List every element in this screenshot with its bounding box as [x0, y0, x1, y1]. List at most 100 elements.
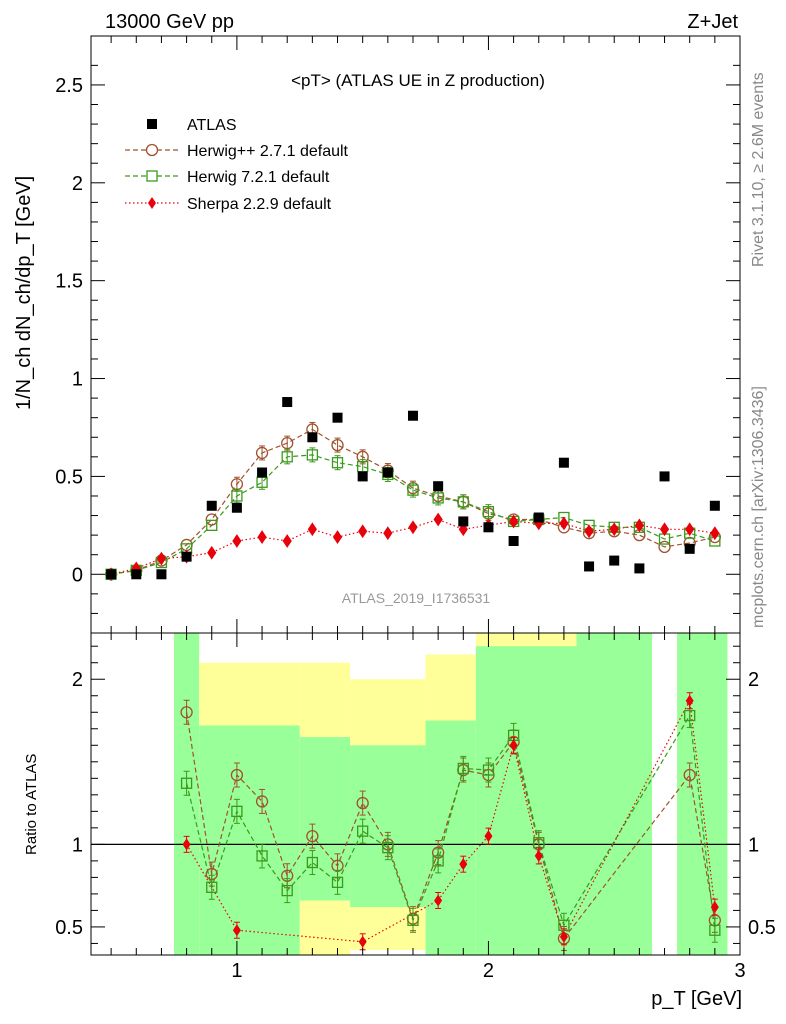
ratio-panel: 0.5 0.5 1 1 2 2 1 2 3 Ratio to ATLAS p_T [GeV]	[23, 632, 776, 1010]
main-y-tick-label: 1	[72, 369, 83, 391]
rivet-version-label: Rivet 3.1.10, ≥ 2.6M events	[750, 72, 767, 267]
herwig7-point	[306, 449, 319, 461]
ratio-herwigpp-point	[306, 829, 319, 843]
main-panel: 0 0.5 1 1.5 2 2.5 <pT> (ATLAS UE in Z product…	[13, 35, 741, 634]
atlas-point	[231, 502, 242, 513]
legend-label: Herwig 7.2.1 default	[187, 169, 330, 186]
herwigpp-point	[255, 446, 269, 460]
ratio-y-axis-label: Ratio to ATLAS	[23, 754, 40, 855]
sherpa-point	[609, 522, 619, 537]
atlas-point	[332, 412, 343, 423]
main-y-tick-label: 0.5	[55, 466, 83, 488]
atlas-point	[483, 522, 494, 533]
ratio-band-inner	[199, 725, 300, 955]
atlas-point	[131, 569, 142, 580]
sherpa-point	[358, 524, 368, 539]
atlas-point	[357, 471, 368, 482]
ratio-herwigpp-point	[180, 706, 193, 719]
ratio-herwig7-point	[432, 855, 444, 867]
ratio-y-tick-label-right: 0.5	[748, 917, 776, 939]
legend: ATLAS Herwig++ 2.7.1 default Herwig 7.2.1 …	[125, 117, 349, 213]
sherpa-point	[659, 522, 670, 537]
ratio-y-tick-label: 2	[72, 669, 83, 691]
ratio-sherpa-point	[182, 838, 191, 851]
energy-label: 13000 GeV pp	[105, 11, 234, 33]
ratio-sherpa-point	[232, 924, 241, 937]
legend-sherpa-marker	[148, 197, 156, 209]
sherpa-point	[710, 526, 720, 541]
ratio-y-tick-label-right: 1	[748, 834, 759, 856]
ratio-sherpa-point	[534, 849, 543, 862]
x-tick-label: 1	[231, 960, 242, 982]
ratio-herwig7-point	[457, 762, 469, 775]
ratio-band-inner	[677, 633, 728, 955]
legend-label: Sherpa 2.2.9 default	[187, 196, 332, 213]
ratio-herwig7-point	[382, 842, 394, 854]
ratio-band-inner	[299, 737, 351, 901]
main-y-tick-label: 1.5	[55, 271, 83, 293]
sherpa-point	[634, 518, 644, 533]
ratio-herwig7-point	[206, 881, 218, 893]
sherpa-point	[584, 524, 594, 539]
ratio-herwigpp-point	[255, 795, 269, 808]
herwig7-point	[407, 484, 419, 496]
atlas-point	[106, 569, 117, 580]
herwig7-point	[206, 519, 218, 531]
herwig7-point	[231, 490, 243, 502]
atlas-point	[558, 457, 569, 468]
ratio-herwig7-point	[281, 884, 293, 897]
ratio-herwigpp-point	[683, 768, 696, 782]
ratio-band-inner	[425, 720, 476, 955]
ratio-sherpa-point	[710, 901, 719, 914]
sherpa-point	[559, 516, 569, 531]
atlas-point	[181, 551, 192, 562]
herwigpp-point	[281, 436, 294, 450]
ratio-herwig7-point	[306, 856, 319, 869]
atlas-point	[307, 432, 318, 443]
ratio-sherpa-point	[484, 830, 493, 843]
ratio-sherpa-point	[358, 935, 367, 948]
sherpa-point	[282, 534, 292, 548]
ratio-sherpa-point	[459, 858, 468, 871]
sherpa-point	[207, 545, 217, 560]
process-label: Z+Jet	[687, 11, 738, 33]
legend-herwigpp-marker	[145, 143, 159, 157]
herwig7-point	[432, 492, 444, 504]
atlas-point	[709, 500, 720, 511]
sherpa-point	[509, 514, 519, 529]
x-tick-label: 3	[734, 960, 745, 982]
analysis-id-label: ATLAS_2019_I1736531	[342, 590, 491, 606]
x-tick-label: 2	[483, 960, 494, 982]
atlas-point	[609, 555, 620, 566]
sherpa-point	[685, 522, 695, 537]
atlas-point	[508, 536, 519, 547]
herwigpp-point	[658, 540, 671, 554]
herwig7-point	[457, 496, 469, 508]
atlas-point	[407, 410, 418, 421]
sherpa-point	[433, 512, 443, 527]
ratio-band-inner	[576, 633, 652, 955]
main-title: <pT> (ATLAS UE in Z production)	[291, 71, 545, 90]
ratio-herwig7-point	[231, 805, 243, 817]
sherpa-point	[257, 530, 267, 544]
main-y-tick-label: 2	[72, 173, 83, 195]
herwig7-point	[482, 505, 495, 518]
ratio-herwig7-point	[482, 764, 495, 776]
ratio-herwigpp-point	[356, 796, 369, 810]
sherpa-point	[408, 520, 418, 535]
ratio-sherpa-point	[509, 739, 518, 752]
atlas-point	[206, 500, 217, 511]
ratio-panel-frame	[90, 632, 741, 956]
sherpa-point	[307, 522, 317, 537]
atlas-point	[458, 516, 469, 527]
herwig7-point	[281, 451, 293, 463]
sherpa-point	[232, 534, 242, 548]
atlas-point	[282, 397, 293, 408]
ratio-herwigpp-point	[230, 768, 244, 782]
x-axis-label: p_T [GeV]	[651, 988, 742, 1010]
main-y-tick-label: 2.5	[55, 75, 83, 97]
ratio-herwig7-point	[331, 876, 344, 888]
legend-atlas-marker	[147, 119, 157, 129]
ratio-sherpa-point	[685, 694, 694, 707]
herwig7-point	[331, 457, 344, 469]
